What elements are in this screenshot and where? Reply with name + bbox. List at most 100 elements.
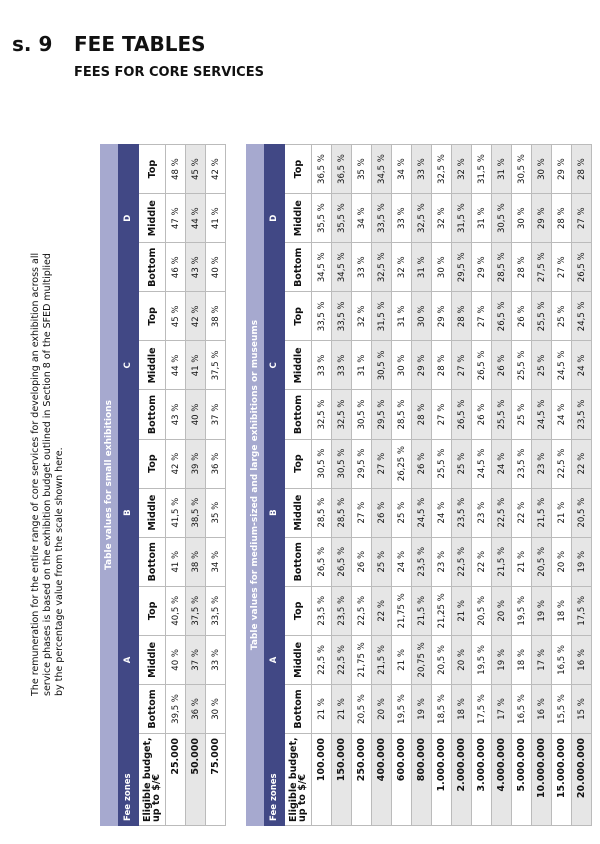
zone-label: B	[263, 439, 285, 587]
fee-value: 26,5 %	[571, 242, 592, 292]
fee-value: 38 %	[185, 537, 206, 587]
fee-value: 30 %	[531, 144, 552, 194]
fee-value: 34,5 %	[371, 144, 392, 194]
fee-value: 19 %	[411, 684, 432, 734]
fee-value: 21,5 %	[371, 635, 392, 685]
fee-value: 18 %	[511, 635, 532, 685]
zone-header: Fee zones	[263, 733, 285, 826]
fee-value: 20 %	[451, 635, 472, 685]
fee-value: 28 %	[551, 193, 572, 243]
fee-value: 23,5 %	[451, 488, 472, 538]
fee-value: 26 %	[491, 340, 512, 390]
fee-value: 32 %	[351, 291, 372, 341]
data-row: 50.000 36 % 37 % 37,5 % 38 % 38,5 % 39 % 40 % 41…	[185, 144, 206, 826]
fee-value: 38,5 %	[185, 488, 206, 538]
fee-value: 22,5 %	[451, 537, 472, 587]
fee-value: 28,5 %	[391, 389, 412, 440]
fee-value: 21 %	[451, 586, 472, 636]
data-row: 2.000.000 18 % 20 % 21 % 22,5 % 23,5 % 25 % 26,…	[451, 144, 472, 826]
fee-value: 25,5 %	[531, 291, 552, 341]
fee-value: 45 %	[165, 291, 186, 341]
intro-text: The remuneration for the entire range of…	[30, 252, 65, 696]
level-label: Bottom	[138, 537, 166, 587]
fee-value: 15,5 %	[551, 684, 572, 734]
fee-value: 28 %	[571, 144, 592, 194]
fee-value: 30 %	[205, 684, 226, 734]
fee-value: 30,5 %	[371, 340, 392, 390]
fee-value: 39 %	[185, 439, 206, 489]
fee-value: 26,5 %	[451, 389, 472, 440]
fee-value: 40 %	[185, 389, 206, 440]
fee-value: 28 %	[411, 389, 432, 440]
level-row: Eligible budget, up to $/€ Bottom Middle To…	[138, 144, 166, 826]
fee-table: Table values for small exhibitions Fee zo…	[100, 144, 226, 826]
fee-value: 25,5 %	[491, 389, 512, 440]
fee-value: 33,5 %	[331, 291, 352, 341]
fee-value: 44 %	[185, 193, 206, 243]
fee-value: 29 %	[531, 193, 552, 243]
fee-value: 42 %	[185, 291, 206, 341]
fee-value: 28,5 %	[331, 488, 352, 538]
fee-value: 25,5 %	[431, 439, 452, 489]
fee-value: 27 %	[371, 439, 392, 489]
fee-value: 40,5 %	[165, 586, 186, 636]
level-label: Bottom	[138, 684, 166, 734]
level-row: Eligible budget, up to $/€ Bottom Middle To…	[284, 144, 312, 826]
fee-value: 34,5 %	[331, 242, 352, 292]
fee-value: 30 %	[511, 193, 532, 243]
budget: 25.000	[165, 733, 186, 826]
fee-value: 26 %	[511, 291, 532, 341]
level-label: Top	[138, 291, 166, 341]
level-label: Top	[138, 586, 166, 636]
budget: 100.000	[311, 733, 332, 826]
fee-value: 31,5 %	[371, 291, 392, 341]
fee-value: 37 %	[185, 635, 206, 685]
fee-value: 24 %	[551, 389, 572, 440]
data-row: 250.000 20,5 % 21,75 % 22,5 % 26 % 27 % 29,5 %…	[351, 144, 372, 826]
fee-value: 16 %	[531, 684, 552, 734]
data-row: 15.000.000 15,5 % 16,5 % 18 % 20 % 21 % 22,5 %…	[551, 144, 572, 826]
fee-value: 32 %	[391, 242, 412, 292]
fee-value: 27 %	[471, 291, 492, 341]
fee-value: 22 %	[471, 537, 492, 587]
fee-value: 46 %	[165, 242, 186, 292]
fee-value: 25 %	[451, 439, 472, 489]
fee-value: 21,25 %	[431, 586, 452, 636]
fee-value: 16,5 %	[511, 684, 532, 734]
data-row: 100.000 21 % 22,5 % 23,5 % 26,5 % 28,5 % 30,5 …	[311, 144, 332, 826]
fee-value: 37,5 %	[205, 340, 226, 390]
budget: 400.000	[371, 733, 392, 826]
rotated-content: The remuneration for the entire range of…	[30, 144, 592, 826]
fee-value: 23 %	[471, 488, 492, 538]
fee-value: 23,5 %	[571, 389, 592, 440]
fee-value: 31 %	[391, 291, 412, 341]
fee-value: 29 %	[551, 144, 572, 194]
fee-value: 31 %	[411, 242, 432, 292]
table-title: Table values for medium-sized and large …	[246, 144, 264, 826]
budget: 250.000	[351, 733, 372, 826]
fee-value: 25 %	[511, 389, 532, 440]
fee-value: 27 %	[351, 488, 372, 538]
fee-value: 29 %	[471, 242, 492, 292]
fee-value: 16 %	[571, 635, 592, 685]
fee-value: 27,5 %	[531, 242, 552, 292]
fee-value: 21 %	[331, 684, 352, 734]
fee-value: 17,5 %	[471, 684, 492, 734]
zone-label: D	[117, 144, 139, 292]
fee-value: 20 %	[551, 537, 572, 587]
fee-value: 30 %	[411, 291, 432, 341]
fee-value: 28 %	[451, 291, 472, 341]
fee-value: 22,5 %	[551, 439, 572, 489]
fee-value: 21,75 %	[391, 586, 412, 636]
fee-value: 19,5 %	[511, 586, 532, 636]
fee-value: 24,5 %	[571, 291, 592, 341]
budget: 600.000	[391, 733, 412, 826]
data-row: 1.000.000 18,5 % 20,5 % 21,25 % 23 % 24 % 25,5…	[431, 144, 452, 826]
fee-value: 48 %	[165, 144, 186, 194]
fee-value: 21 %	[311, 684, 332, 734]
fee-value: 43 %	[165, 389, 186, 440]
fee-value: 26,5 %	[331, 537, 352, 587]
fee-value: 23,5 %	[311, 586, 332, 636]
zone-label: B	[117, 439, 139, 587]
